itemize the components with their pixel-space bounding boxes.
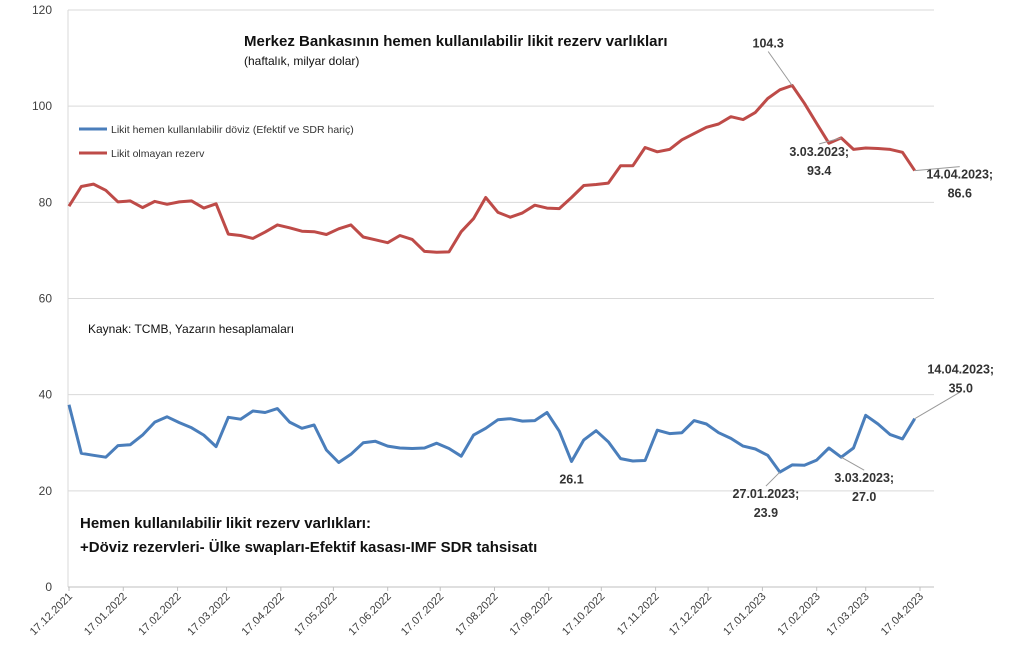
data-label: 3.03.2023;	[789, 145, 849, 159]
x-tick-label: 17.08.2022	[453, 591, 500, 638]
legend-label-illiquid: Likit olmayan rezerv	[111, 148, 205, 160]
annotation-leader	[819, 137, 842, 145]
x-tick-label: 17.04.2023	[879, 591, 926, 638]
annotation-leader	[765, 471, 781, 487]
y-tick-label: 80	[39, 195, 53, 209]
x-tick-label: 17.01.2022	[82, 591, 129, 638]
y-axis-ticks: 0 20 40 60 80 100 120	[32, 3, 52, 594]
definition-note-line-2: +Döviz rezervleri- Ülke swapları-Efektif…	[80, 539, 537, 556]
source-note: Kaynak: TCMB, Yazarın hesaplamaları	[88, 322, 294, 336]
data-label: 27.01.2023;	[733, 487, 800, 501]
x-tick-label: 17.12.2022	[667, 591, 714, 638]
x-tick-label: 17.10.2022	[560, 591, 607, 638]
legend-label-liquid: Likit hemen kullanılabilir döviz (Efekti…	[111, 124, 354, 136]
x-tick-label: 17.07.2022	[399, 591, 446, 638]
x-tick-label: 17.11.2022	[615, 591, 662, 638]
data-label: 93.4	[807, 164, 831, 178]
data-label: 26.1	[559, 473, 583, 487]
y-tick-label: 40	[39, 388, 53, 402]
series-line-illiquid-reserve	[67, 84, 916, 254]
x-tick-label: 17.06.2022	[346, 591, 393, 638]
data-label: 14.04.2023;	[926, 168, 993, 182]
y-tick-label: 0	[45, 580, 52, 594]
x-tick-label: 17.01.2023	[721, 591, 768, 638]
definition-note-line-1: Hemen kullanılabilir likit rezerv varlık…	[80, 515, 371, 532]
x-axis-ticks: 17.12.2021 17.01.2022 17.02.2022 17.03.2022…	[28, 587, 926, 638]
data-label: 35.0	[949, 382, 973, 396]
data-label: 86.6	[948, 187, 972, 201]
x-tick-label: 17.02.2023	[775, 591, 822, 638]
annotation-leader	[914, 391, 961, 420]
grid-lines	[67, 9, 934, 588]
x-tick-label: 17.04.2022	[240, 591, 287, 638]
chart-subtitle: (haftalık, milyar dolar)	[244, 54, 359, 68]
x-tick-label: 17.03.2022	[185, 591, 232, 638]
data-annotations: 104.3 3.03.2023; 93.4 14.04.2023; 86.6 26.1 27…	[559, 36, 994, 520]
y-tick-label: 60	[39, 292, 53, 306]
series-lines	[67, 84, 916, 474]
annotation-leader	[767, 51, 793, 86]
y-tick-label: 20	[39, 484, 53, 498]
y-tick-label: 100	[32, 99, 52, 113]
x-tick-label: 17.05.2022	[292, 591, 339, 638]
data-label: 14.04.2023;	[927, 363, 994, 377]
chart-title: Merkez Bankasının hemen kullanılabilir l…	[244, 33, 668, 50]
y-tick-label: 120	[32, 3, 52, 17]
x-tick-label: 17.03.2023	[824, 591, 871, 638]
data-label: 27.0	[852, 490, 876, 504]
data-label: 104.3	[753, 36, 784, 50]
data-label: 23.9	[754, 506, 778, 520]
legend: Likit hemen kullanılabilir döviz (Efekti…	[79, 124, 354, 160]
x-tick-label: 17.02.2022	[136, 591, 183, 638]
series-line-liquid-fx	[67, 404, 916, 474]
annotation-leader	[840, 456, 865, 471]
data-label: 3.03.2023;	[834, 471, 894, 485]
annotation-leader	[914, 166, 960, 172]
x-tick-label: 17.09.2022	[507, 591, 554, 638]
x-tick-label: 17.12.2021	[28, 591, 75, 638]
